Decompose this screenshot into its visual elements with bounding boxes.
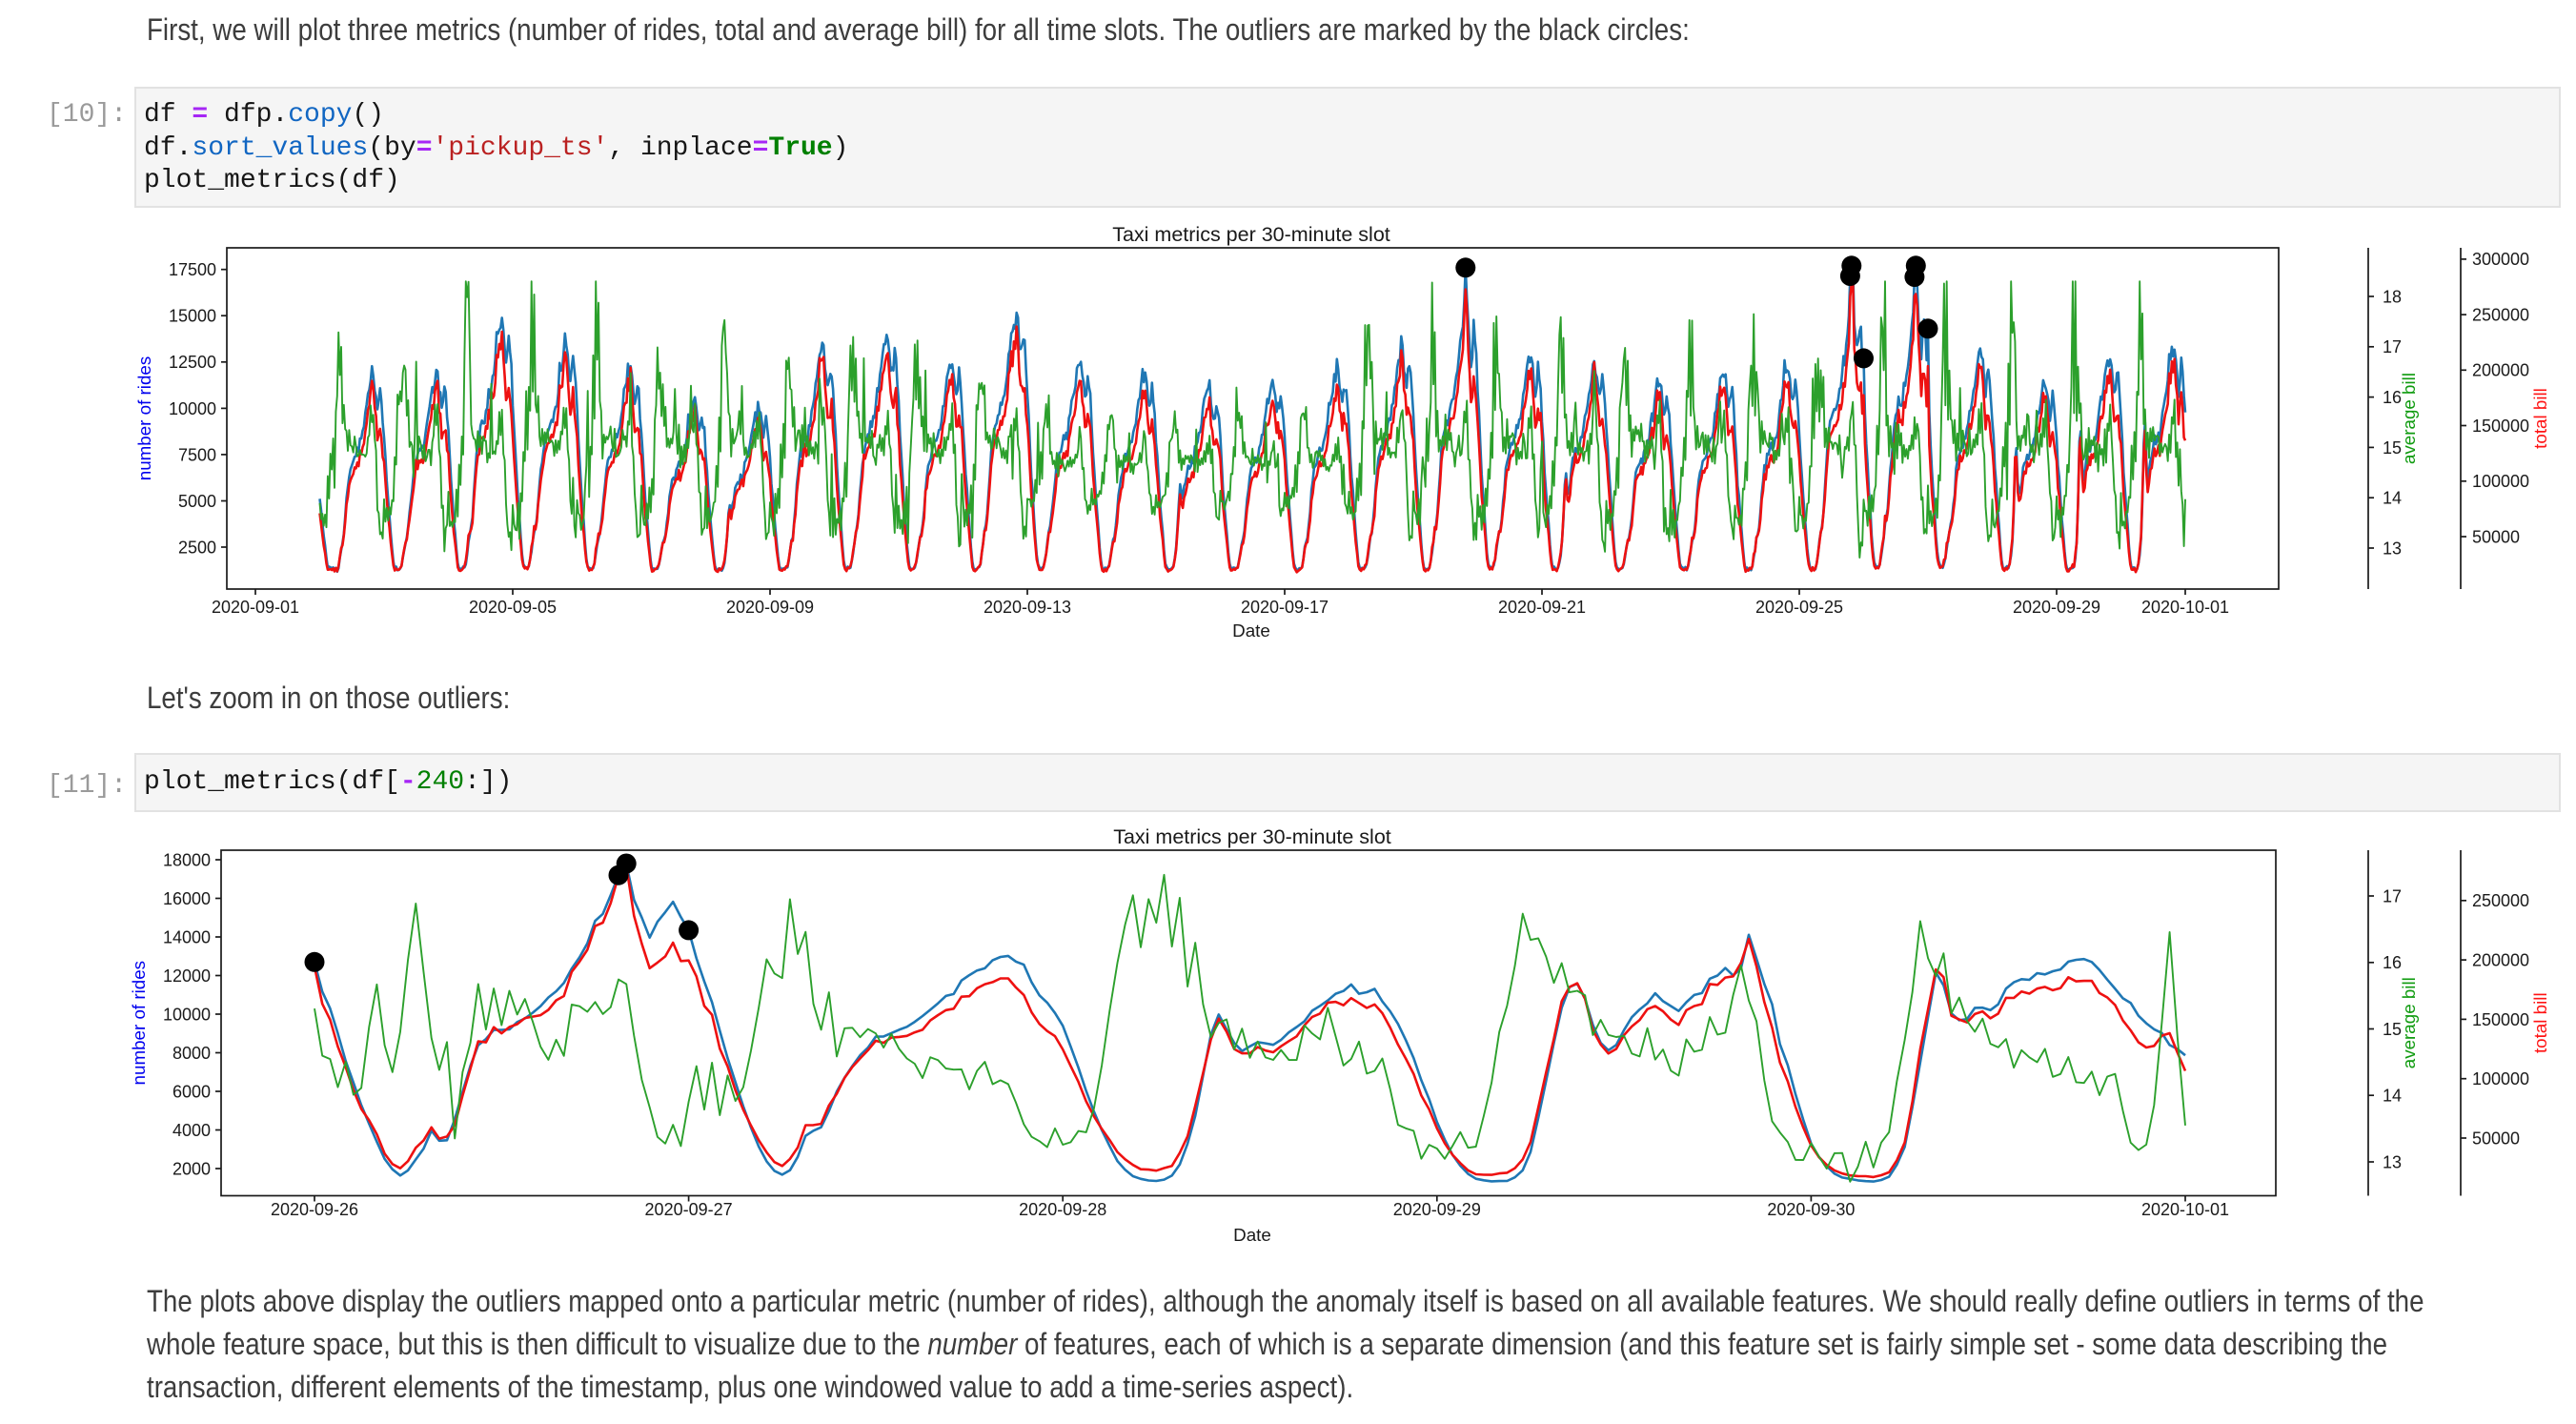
svg-text:18: 18 [2383,287,2402,306]
svg-text:2020-09-05: 2020-09-05 [469,598,557,617]
svg-text:Date: Date [1232,620,1270,641]
svg-text:2020-09-25: 2020-09-25 [1755,598,1843,617]
svg-text:16: 16 [2383,388,2402,407]
svg-text:number of rides: number of rides [129,961,149,1086]
svg-text:13: 13 [2383,539,2402,558]
svg-text:6000: 6000 [172,1082,211,1101]
svg-text:2020-09-27: 2020-09-27 [645,1200,733,1219]
svg-text:average bill: average bill [2399,373,2419,464]
svg-text:50000: 50000 [2472,527,2520,546]
svg-text:2020-09-28: 2020-09-28 [1019,1200,1106,1219]
svg-text:15: 15 [2383,438,2402,458]
svg-text:2020-09-29: 2020-09-29 [2013,598,2100,617]
svg-text:150000: 150000 [2472,1010,2529,1029]
svg-text:300000: 300000 [2472,250,2529,269]
svg-text:10000: 10000 [169,399,216,418]
svg-text:50000: 50000 [2472,1129,2520,1148]
svg-text:2020-09-09: 2020-09-09 [726,598,814,617]
svg-text:2020-10-01: 2020-10-01 [2141,1200,2229,1219]
svg-text:2020-10-01: 2020-10-01 [2141,598,2229,617]
svg-text:150000: 150000 [2472,417,2529,436]
svg-text:average bill: average bill [2399,977,2419,1068]
svg-text:14: 14 [2383,489,2402,508]
svg-text:2500: 2500 [178,538,216,557]
svg-text:7500: 7500 [178,445,216,464]
svg-text:5000: 5000 [178,492,216,511]
svg-text:2000: 2000 [172,1159,211,1178]
svg-text:200000: 200000 [2472,361,2529,380]
svg-text:2020-09-17: 2020-09-17 [1241,598,1329,617]
svg-text:12000: 12000 [163,966,211,986]
svg-text:14000: 14000 [163,927,211,946]
svg-text:2020-09-29: 2020-09-29 [1393,1200,1481,1219]
svg-text:15000: 15000 [169,307,216,326]
svg-text:16: 16 [2383,953,2402,972]
svg-text:17500: 17500 [169,260,216,279]
svg-text:18000: 18000 [163,850,211,869]
svg-text:2020-09-21: 2020-09-21 [1498,598,1586,617]
svg-text:number of rides: number of rides [134,356,154,481]
svg-text:Taxi metrics per 30-minute slo: Taxi metrics per 30-minute slot [1112,223,1390,246]
svg-text:Taxi metrics per 30-minute slo: Taxi metrics per 30-minute slot [1113,825,1391,848]
svg-text:2020-09-30: 2020-09-30 [1767,1200,1855,1219]
svg-text:16000: 16000 [163,889,211,908]
svg-text:250000: 250000 [2472,891,2529,910]
svg-text:total bill: total bill [2530,992,2550,1053]
svg-text:17: 17 [2383,337,2402,356]
svg-text:8000: 8000 [172,1044,211,1063]
svg-text:100000: 100000 [2472,1069,2529,1088]
svg-text:14: 14 [2383,1087,2402,1106]
svg-text:2020-09-13: 2020-09-13 [984,598,1071,617]
svg-text:15: 15 [2383,1020,2402,1039]
svg-text:2020-09-26: 2020-09-26 [271,1200,358,1219]
svg-text:Date: Date [1233,1225,1271,1245]
svg-text:200000: 200000 [2472,951,2529,970]
svg-text:250000: 250000 [2472,306,2529,325]
svg-text:4000: 4000 [172,1121,211,1140]
svg-text:2020-09-01: 2020-09-01 [212,598,299,617]
svg-text:13: 13 [2383,1152,2402,1171]
svg-text:total bill: total bill [2530,388,2550,449]
svg-text:100000: 100000 [2472,472,2529,491]
svg-text:12500: 12500 [169,353,216,372]
svg-text:17: 17 [2383,886,2402,905]
svg-text:10000: 10000 [163,1005,211,1024]
